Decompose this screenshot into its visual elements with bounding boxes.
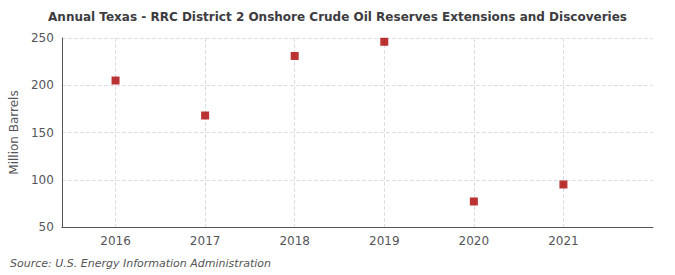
svg-text:2019: 2019: [369, 234, 400, 248]
svg-text:200: 200: [31, 78, 54, 92]
svg-text:2017: 2017: [190, 234, 221, 248]
svg-text:2021: 2021: [548, 234, 579, 248]
svg-text:150: 150: [31, 126, 54, 140]
svg-text:Source: U.S. Energy Informatio: Source: U.S. Energy Information Administ…: [10, 257, 271, 270]
svg-text:2016: 2016: [100, 234, 131, 248]
svg-text:Annual Texas - RRC District 2: Annual Texas - RRC District 2 Onshore Cr…: [48, 10, 627, 24]
svg-text:Million Barrels: Million Barrels: [7, 90, 21, 174]
svg-text:2018: 2018: [279, 234, 310, 248]
svg-text:50: 50: [39, 220, 54, 234]
svg-text:250: 250: [31, 31, 54, 45]
svg-text:100: 100: [31, 173, 54, 187]
svg-text:2020: 2020: [459, 234, 490, 248]
